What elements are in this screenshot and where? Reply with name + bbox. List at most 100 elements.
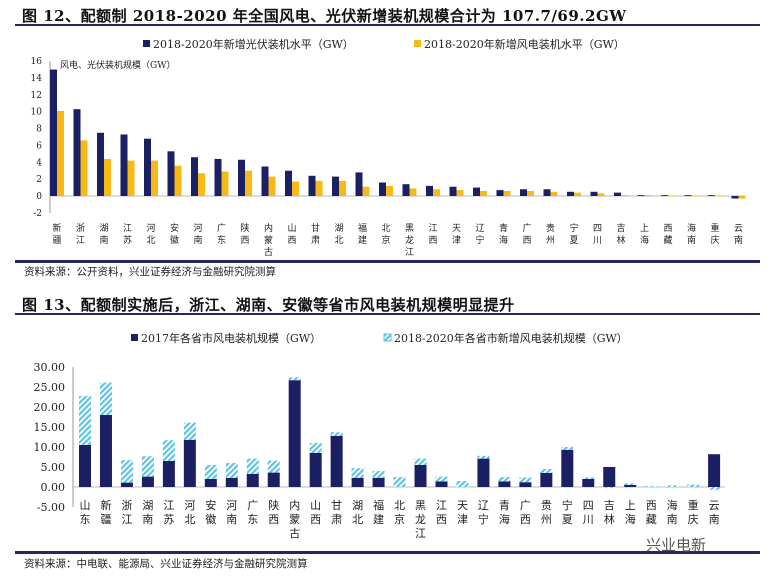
bar-2017: [498, 481, 511, 487]
x-tick-label: 津: [452, 235, 461, 246]
x-tick-label: 夏: [569, 235, 578, 246]
bar-wind: [715, 196, 722, 197]
bar-2017: [372, 477, 385, 487]
x-tick-label: 四: [583, 499, 594, 512]
x-tick-label: 徽: [170, 234, 179, 246]
bar-solar: [637, 195, 645, 196]
bar-wind: [57, 110, 64, 196]
x-tick-label: 北: [184, 513, 195, 526]
bar-wind: [597, 193, 605, 196]
bar-new-2018-2020: [645, 486, 658, 487]
x-tick-label: 津: [457, 513, 468, 526]
watermark-logo: 兴业电新: [646, 536, 707, 554]
x-tick-label: 宁: [569, 222, 578, 234]
bar-new-2018-2020: [582, 477, 595, 479]
x-tick-label: 江: [163, 499, 174, 512]
legend-swatch-solar: [143, 40, 150, 47]
bar-solar: [426, 185, 433, 196]
x-tick-label: 陕: [240, 222, 249, 234]
figure-13-title: 图 13、配额制实施后，浙江、湖南、安徽等省市风电装机规模明显提升: [22, 296, 515, 314]
x-tick-label: 庆: [710, 234, 719, 246]
legend-label-new: 2018-2020年各省市新增风电装机规模（GW）: [394, 331, 628, 345]
x-tick-label: 广: [520, 499, 531, 512]
bar-new-2018-2020: [456, 481, 469, 487]
bar-new-2018-2020: [561, 447, 574, 450]
bar-wind: [315, 180, 323, 196]
title-rule: [15, 24, 760, 26]
legend-swatch-new: [383, 333, 392, 342]
legend-label-wind: 2018-2020年新增风电装机水平（GW）: [424, 37, 625, 51]
x-tick-label: 南: [734, 234, 743, 246]
bar-2017: [624, 485, 637, 487]
x-tick-label: 庆: [688, 512, 699, 526]
x-tick-label: 湖: [99, 223, 108, 234]
bar-solar: [379, 182, 386, 196]
figure-12-title: 图 12、配额制 2018-2020 年全国风电、光伏新增装机规模合计为 107…: [22, 7, 627, 25]
y-tick-label: -2: [33, 209, 42, 219]
x-tick-label: 川: [583, 513, 594, 526]
bar-wind: [668, 196, 675, 197]
x-tick-label: 海: [625, 512, 636, 526]
y-tick-label: 0: [36, 192, 42, 202]
bar-new-2018-2020: [99, 382, 112, 415]
bar-2017: [540, 473, 553, 487]
bar-new-2018-2020: [162, 440, 175, 461]
y-tick-label: 8: [36, 125, 42, 135]
x-tick-label: 南: [667, 513, 678, 526]
bar-solar: [73, 109, 81, 196]
x-tick-label: 内: [289, 498, 300, 512]
x-tick-label: 浙: [76, 222, 85, 234]
bar-2017: [603, 467, 616, 487]
x-tick-label: 河: [193, 222, 202, 234]
x-tick-label: 河: [146, 222, 155, 234]
bar-solar: [50, 69, 57, 196]
bar-2017: [79, 445, 91, 487]
bar-wind: [550, 191, 558, 196]
x-tick-label: 藏: [663, 234, 672, 246]
x-tick-label: 古: [289, 527, 300, 540]
bar-wind: [409, 188, 417, 196]
bar-wind: [621, 195, 628, 196]
x-tick-label: 江: [76, 235, 85, 246]
bar-new-2018-2020: [519, 477, 532, 483]
y-tick-label: -5.00: [37, 501, 65, 514]
y-tick-label: 10.00: [34, 441, 66, 454]
x-tick-label: 新: [52, 222, 61, 234]
x-tick-label: 夏: [562, 513, 573, 526]
bar-wind: [127, 160, 135, 196]
x-tick-label: 云: [709, 499, 720, 512]
x-tick-label: 山: [80, 499, 91, 512]
x-tick-label: 蒙: [289, 513, 300, 526]
x-tick-label: 甘: [311, 222, 320, 234]
x-tick-label: 辽: [475, 223, 484, 234]
x-tick-label: 北: [394, 499, 405, 512]
bar-2017: [225, 477, 238, 487]
bar-new-2018-2020: [372, 471, 385, 478]
legend-label-2017: 2017年各省市风电装机规模（GW）: [141, 331, 321, 345]
bar-solar: [402, 184, 410, 196]
bar-2017: [582, 479, 595, 487]
x-tick-label: 北: [146, 235, 155, 246]
bar-2017: [309, 453, 322, 487]
x-tick-label: 天: [457, 499, 468, 512]
x-tick-label: 南: [687, 234, 696, 246]
x-tick-label: 南: [193, 234, 202, 246]
x-tick-label: 州: [541, 513, 552, 526]
x-tick-label: 苏: [163, 513, 174, 526]
bar-wind: [245, 170, 252, 196]
bar-solar: [449, 186, 457, 196]
x-tick-label: 南: [226, 513, 237, 526]
bar-wind: [503, 190, 511, 196]
bar-solar: [144, 138, 151, 196]
x-tick-label: 藏: [646, 513, 657, 526]
bar-new-2018-2020: [414, 458, 427, 465]
y-tick-label: 4: [36, 158, 42, 168]
title-rule: [15, 313, 760, 315]
bar-2017: [477, 458, 490, 487]
bar-wind: [221, 171, 229, 196]
x-tick-label: 龙: [415, 513, 426, 526]
x-tick-label: 贵: [541, 499, 552, 512]
bar-new-2018-2020: [708, 487, 721, 490]
bar-2017: [414, 465, 427, 487]
x-tick-label: 江: [123, 223, 132, 234]
